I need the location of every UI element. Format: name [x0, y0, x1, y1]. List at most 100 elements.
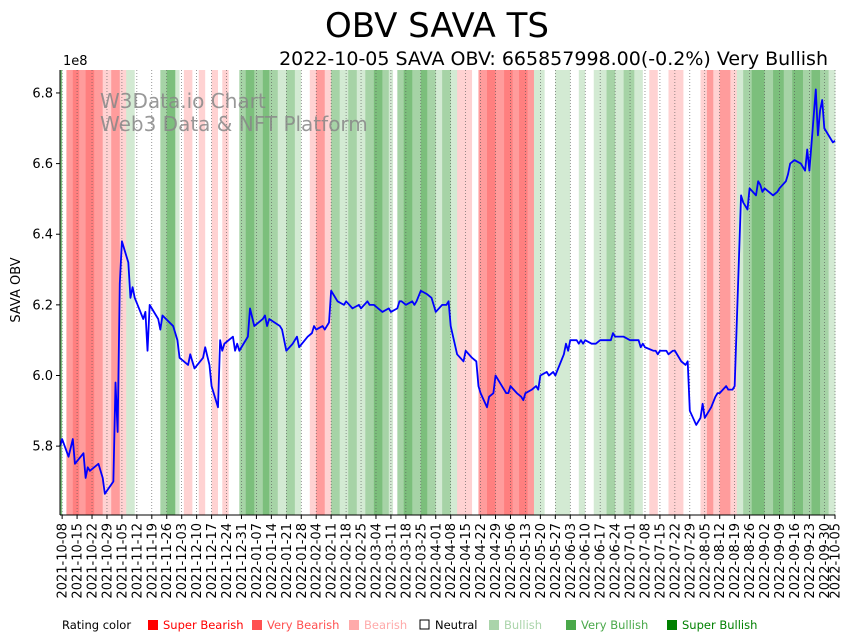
- x-tick-label: 2022-02-04: [310, 523, 325, 599]
- x-tick-label: 2022-09-23: [803, 523, 818, 599]
- rating-band-neutral: [642, 70, 650, 515]
- rating-band-bullish: [828, 70, 836, 515]
- x-tick-label: 2022-03-18: [399, 523, 414, 599]
- rating-band-very_bearish: [79, 70, 87, 515]
- rating-band-bearish: [649, 70, 659, 515]
- rating-band-bearish: [713, 70, 721, 515]
- x-tick-label: 2021-12-10: [190, 523, 205, 599]
- x-tick-label: 2021-11-05: [115, 523, 130, 599]
- x-tick-label: 2022-04-22: [474, 523, 489, 599]
- rating-band-bearish: [222, 70, 230, 515]
- rating-band-super_bullish: [773, 70, 785, 515]
- rating-band-bullish: [294, 70, 302, 515]
- rating-band-neutral: [544, 70, 556, 515]
- rating-band-neutral: [62, 70, 67, 515]
- legend-swatch: [667, 620, 677, 630]
- legend-item-super_bearish: Super Bearish: [148, 618, 244, 632]
- rating-band-neutral: [134, 70, 161, 515]
- rating-band-super_bullish: [60, 70, 63, 515]
- x-tick-label: 2022-06-03: [564, 523, 579, 599]
- rating-band-bearish: [183, 70, 193, 515]
- rating-band-bearish: [730, 70, 738, 515]
- rating-band-super_bearish: [519, 70, 528, 515]
- rating-band-super_bullish: [811, 70, 821, 515]
- rating-band-bullish: [736, 70, 744, 515]
- x-tick-label: 2021-10-08: [56, 523, 71, 599]
- x-tick-label: 2022-02-11: [325, 523, 340, 599]
- y-axis-label: SAVA OBV: [9, 257, 24, 322]
- rating-band-super_bullish: [751, 70, 765, 515]
- y-tick-label: 6.2: [32, 298, 53, 313]
- rating-band-very_bearish: [111, 70, 121, 515]
- rating-band-bearish: [324, 70, 332, 515]
- rating-band-very_bullish: [623, 70, 635, 515]
- y-tick-label: 6.0: [32, 369, 53, 384]
- x-tick-label: 2022-07-15: [653, 523, 668, 599]
- x-tick-label: 2022-02-25: [355, 523, 370, 599]
- rating-band-super_bullish: [262, 70, 270, 515]
- rating-band-neutral: [683, 70, 701, 515]
- rating-band-bullish: [450, 70, 458, 515]
- rating-band-very_bearish: [512, 70, 520, 515]
- rating-band-very_bullish: [160, 70, 168, 515]
- x-ticks: 2021-10-08 2021-10-15 2021-10-22 2021-10-29…: [56, 515, 844, 599]
- rating-band-very_bearish: [478, 70, 488, 515]
- x-tick-label: 2022-07-29: [683, 523, 698, 599]
- rating-band-bullish: [435, 70, 443, 515]
- rating-band-very_bullish: [606, 70, 616, 515]
- rating-band-neutral: [301, 70, 311, 515]
- x-tick-label: 2021-10-29: [100, 523, 115, 599]
- rating-band-bearish: [700, 70, 708, 515]
- axes: [59, 70, 835, 516]
- rating-band-neutral: [217, 70, 223, 515]
- x-tick-label: 2022-09-30: [818, 523, 833, 599]
- rating-band-neutral: [205, 70, 212, 515]
- x-tick-label: 2022-01-14: [265, 523, 280, 599]
- legend: Rating color Super Bearish Very Bearish Bea…: [62, 618, 757, 632]
- x-tick-label: 2022-06-10: [579, 523, 594, 599]
- y-tick-label: 6.6: [32, 157, 53, 172]
- rating-band-neutral: [393, 70, 398, 515]
- x-tick-label: 2022-09-02: [758, 523, 773, 599]
- rating-band-very_bearish: [66, 70, 74, 515]
- rating-band-neutral: [585, 70, 595, 515]
- legend-label: Super Bearish: [163, 618, 244, 632]
- x-tick-label: 2022-01-21: [280, 523, 295, 599]
- rating-band-very_bullish: [331, 70, 341, 515]
- x-tick-label: 2022-05-27: [549, 523, 564, 599]
- x-tick-label: 2021-10-15: [71, 523, 86, 599]
- x-tick-label: 2022-08-26: [743, 523, 758, 599]
- rating-band-neutral: [570, 70, 580, 515]
- rating-band-very_bullish: [427, 70, 437, 515]
- x-tick-label: 2022-04-15: [459, 523, 474, 599]
- obv-line: [59, 88, 836, 495]
- x-tick-label: 2022-01-07: [250, 523, 265, 599]
- rating-band-very_bullish: [286, 70, 296, 515]
- x-tick-label: 2022-03-11: [384, 523, 399, 599]
- rating-band-super_bearish: [85, 70, 95, 515]
- x-tick-label: 2022-03-25: [414, 523, 429, 599]
- legend-label: Super Bullish: [682, 618, 757, 632]
- obv-series: [59, 88, 836, 495]
- y-tick-label: 6.4: [32, 228, 53, 243]
- rating-band-very_bearish: [316, 70, 326, 515]
- rating-band-super_bullish: [403, 70, 413, 515]
- rating-band-neutral: [228, 70, 240, 515]
- x-tick-label: 2022-08-05: [698, 523, 713, 599]
- legend-label: Bearish: [364, 618, 407, 632]
- legend-item-bullish: Bullish: [489, 618, 542, 632]
- legend-swatch: [566, 620, 576, 630]
- x-tick-label: 2021-12-24: [220, 523, 235, 599]
- rating-band-super_bearish: [486, 70, 496, 515]
- rating-band-very_bullish: [269, 70, 279, 515]
- legend-label: Very Bullish: [581, 618, 648, 632]
- x-tick-label: 2022-02-18: [340, 523, 355, 599]
- rating-band-bearish: [465, 70, 473, 515]
- x-tick-label: 2022-05-20: [534, 523, 549, 599]
- rating-band-very_bullish: [764, 70, 774, 515]
- rating-band-bearish: [309, 70, 317, 515]
- watermark-line-1: W3Data.io Chart: [100, 89, 266, 113]
- y-ticks: 5.8 6.0 6.2 6.4 6.6 6.8: [32, 86, 60, 455]
- rating-band-bearish: [119, 70, 127, 515]
